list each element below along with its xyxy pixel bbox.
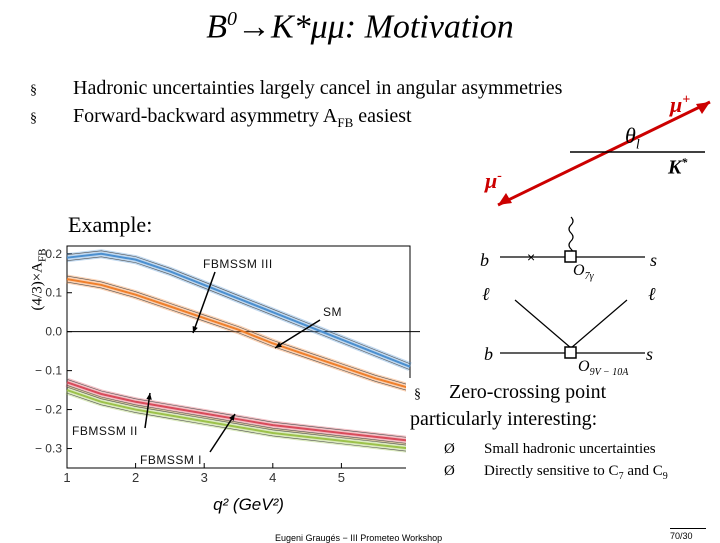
page-title: B0→K*μμ: Motivation bbox=[206, 8, 514, 46]
label-fbmssm1: FBMSSM I bbox=[140, 453, 202, 467]
o7-label: O7γ bbox=[573, 262, 594, 283]
y-tick-label: 0.0 bbox=[45, 325, 62, 339]
x-tick-label: 5 bbox=[338, 470, 345, 485]
series-edge-lower bbox=[66, 385, 411, 445]
fb-asymmetry-chart: 0.20.10.0− 0.1− 0.2− 0.3123456q² (GeV²)F… bbox=[35, 245, 420, 514]
zero-crossing-line2: particularly interesting: bbox=[410, 408, 598, 430]
y-tick-label: − 0.1 bbox=[35, 364, 62, 378]
series-line bbox=[66, 278, 411, 390]
bullet-text: Hadronic uncertainties largely cancel in… bbox=[73, 77, 563, 99]
l-left-label: ℓ bbox=[482, 284, 490, 304]
kinematics-diagram bbox=[497, 100, 711, 207]
lepton-line-left bbox=[514, 299, 572, 349]
o7-vertex bbox=[564, 250, 577, 263]
arrow-sm-head bbox=[275, 342, 282, 348]
sub-bullet-1: Ø Small hadronic uncertainties bbox=[444, 441, 656, 457]
mu-minus-label: μ- bbox=[485, 168, 502, 193]
arrow-head-mu-plus bbox=[696, 102, 710, 114]
bullet-2: § Forward-backward asymmetry AFB easiest bbox=[30, 102, 412, 133]
s-top-label: s bbox=[650, 250, 658, 270]
arrow-fbmssm1 bbox=[209, 413, 236, 453]
y-tick-label: − 0.3 bbox=[35, 442, 62, 456]
mu-plus-label: μ+ bbox=[670, 92, 691, 117]
series-edge-lower bbox=[66, 256, 411, 371]
note-box bbox=[406, 378, 720, 508]
b-bottom-label: b bbox=[484, 344, 493, 364]
photon-line bbox=[568, 216, 574, 258]
series-edge-upper bbox=[66, 386, 411, 446]
series-line bbox=[66, 381, 411, 442]
series-edge-lower bbox=[66, 281, 411, 392]
bullet-marker: § bbox=[30, 83, 37, 98]
series-edge-upper bbox=[66, 275, 411, 386]
sub-bullet-2: Ø Directly sensitive to C7 and C9 bbox=[444, 463, 668, 482]
arrow-sm bbox=[274, 319, 321, 349]
o9-vertex bbox=[564, 346, 577, 359]
y-tick-label: 0.2 bbox=[45, 247, 62, 261]
x-tick-label: 3 bbox=[201, 470, 208, 485]
label-sm: SM bbox=[323, 305, 342, 319]
y-tick-label: 0.1 bbox=[45, 286, 62, 300]
x-tick-label: 4 bbox=[269, 470, 276, 485]
kstar-label: K* bbox=[668, 155, 688, 179]
label-fbmssm3: FBMSSM III bbox=[203, 257, 273, 271]
theta-label: θl bbox=[625, 123, 640, 153]
series-edge-upper bbox=[66, 379, 411, 439]
arrow-head-mu-minus bbox=[498, 193, 512, 205]
y-tick-label: − 0.2 bbox=[35, 403, 62, 417]
bullet-1: § Hadronic uncertainties largely cancel … bbox=[30, 74, 562, 105]
zero-crossing-bullet: § Zero-crossing point bbox=[414, 381, 607, 403]
footer-center: Eugeni Graugés − III Prometeo Workshop bbox=[275, 533, 443, 543]
series-edge-lower bbox=[66, 392, 411, 452]
x-tick-label: 1 bbox=[63, 470, 70, 485]
series-line bbox=[66, 389, 411, 450]
lepton-line-right bbox=[570, 299, 628, 349]
series-edge-upper bbox=[66, 250, 411, 365]
o9-label: O9V − 10A bbox=[578, 358, 629, 379]
arrow-fbmssm3-head bbox=[192, 326, 198, 333]
l-right-label: ℓ bbox=[648, 284, 656, 304]
page-rule bbox=[670, 528, 706, 529]
label-fbmssm2: FBMSSM II bbox=[72, 424, 138, 438]
page-number: 70/30 bbox=[670, 531, 693, 541]
arrow-fbmssm2-head bbox=[146, 393, 152, 400]
bullet-text: Forward-backward asymmetry AFB easiest bbox=[73, 105, 412, 130]
arrow-fbmssm3 bbox=[192, 271, 216, 334]
s-bottom-label: s bbox=[646, 344, 654, 364]
bullet-marker: § bbox=[30, 111, 37, 126]
b-top-label: b bbox=[480, 250, 489, 270]
cross-mark: × bbox=[527, 249, 535, 265]
muon-line bbox=[497, 100, 711, 207]
arrow-fbmssm1-head bbox=[229, 414, 235, 421]
example-label: Example: bbox=[68, 212, 153, 237]
feynman-diagram: × bbox=[500, 216, 645, 359]
series-line bbox=[66, 252, 411, 368]
x-axis-label: q² (GeV²) bbox=[213, 495, 284, 514]
x-tick-label: 2 bbox=[132, 470, 139, 485]
